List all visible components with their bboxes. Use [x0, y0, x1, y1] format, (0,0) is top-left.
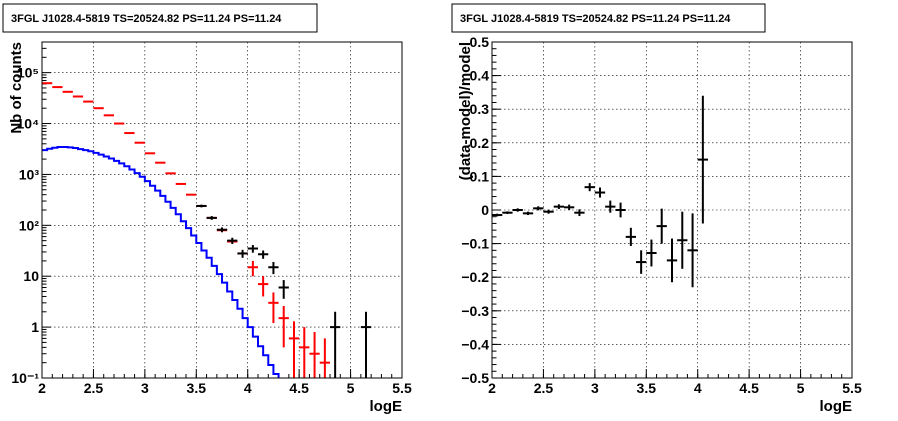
residual-data-point: [605, 200, 616, 213]
counts-data-point: [319, 338, 330, 378]
counts-x-tick-label: 4.5: [289, 380, 309, 396]
counts-y-tick-label: 1: [31, 319, 39, 335]
counts-plot-frame: [41, 41, 403, 379]
counts-data-point: [216, 227, 228, 233]
residual-x-tick-label: 3: [591, 380, 599, 396]
residual-data-point: [553, 204, 564, 209]
counts-grid: [42, 42, 402, 378]
residual-data-point: [543, 209, 554, 214]
counts-data-point: [227, 237, 238, 244]
counts-ticks: 2 2.5 3 3.5 4 4.5 5 5.5 10⁻¹ 1 10 10² 10³ 10⁴ 10⁵: [11, 47, 412, 396]
residual-panel: 3FGL J1028.4-5819 TS=20524.82 PS=11.24 P…: [451, 3, 862, 415]
counts-x-tick-label: 2.5: [84, 380, 104, 396]
residual-data-point: [687, 213, 698, 288]
counts-data-point: [299, 327, 310, 378]
counts-data-point: [278, 280, 289, 299]
residual-data-point: [502, 211, 513, 215]
residual-ticks: 2 2.5 3 3.5 4 4.5 5 5.5 −0.5 −0.4 −0.3 −0.2 −0.1 0 0.1…: [461, 34, 862, 396]
residual-data-point: [666, 238, 678, 283]
residual-y-tick-label: 0.1: [470, 168, 490, 184]
residual-y-tick-label: −0.5: [461, 370, 489, 386]
residual-x-tick-label: 5: [797, 380, 805, 396]
residual-x-tick-label: 3.5: [637, 380, 657, 396]
counts-data-point: [309, 332, 320, 378]
counts-x-tick-label: 5: [347, 380, 355, 396]
residual-y-tick-label: 0.4: [470, 68, 490, 84]
counts-x-tick-label: 2: [38, 380, 46, 396]
counts-model-step-line: [42, 146, 280, 378]
residual-plot-frame: [491, 41, 853, 379]
residual-data-point: [574, 209, 585, 217]
counts-y-tick-label: 10²: [19, 217, 40, 233]
counts-data-point: [258, 276, 269, 297]
residual-data-point: [677, 211, 688, 269]
counts-x-tick-label: 5.5: [392, 380, 412, 396]
counts-data-point: [206, 216, 217, 220]
counts-y-tick-label: 10: [23, 268, 39, 284]
residual-x-axis-label: logE: [820, 398, 853, 415]
counts-data-point: [288, 321, 300, 378]
residual-data-point: [533, 206, 544, 211]
counts-y-tick-label: 10⁴: [17, 116, 40, 132]
counts-y-tick-label: 10⁻¹: [11, 370, 39, 386]
residual-y-tick-label: −0.1: [461, 236, 489, 252]
residual-y-tick-label: 0.3: [470, 101, 490, 117]
residual-data-point: [492, 213, 503, 217]
residual-data-point: [594, 187, 606, 198]
counts-data-point: [247, 260, 258, 277]
counts-data-point: [360, 311, 372, 378]
residual-data-point: [584, 183, 595, 192]
counts-title: 3FGL J1028.4-5819 TS=20524.82 PS=11.24 P…: [11, 13, 282, 25]
residual-x-tick-label: 2: [488, 380, 496, 396]
residual-x-tick-label: 4.5: [739, 380, 759, 396]
counts-y-axis-label: Nb of counts: [8, 42, 25, 134]
residual-title: 3FGL J1028.4-5819 TS=20524.82 PS=11.24 P…: [460, 13, 731, 25]
counts-data-point: [247, 245, 258, 253]
counts-x-axis-label: logE: [370, 398, 403, 415]
residual-data-point: [656, 208, 667, 244]
residual-data-point: [615, 202, 626, 218]
counts-data-point: [268, 292, 279, 324]
residual-y-axis-label: (data-model)/model: [457, 42, 474, 180]
counts-series: [42, 82, 372, 378]
residual-data-point: [697, 95, 708, 224]
counts-y-tick-label: 10³: [19, 166, 40, 182]
residual-y-tick-label: −0.2: [461, 269, 489, 285]
counts-title-box: [2, 3, 318, 33]
residual-data-point: [522, 211, 534, 216]
residual-series: [492, 95, 708, 288]
counts-data-point: [196, 204, 207, 208]
counts-x-tick-label: 4: [244, 380, 252, 396]
residual-data-point: [625, 227, 636, 246]
counts-data-point: [258, 250, 269, 259]
counts-data-point: [330, 311, 341, 378]
residual-data-point: [636, 250, 647, 274]
counts-data-point: [237, 249, 248, 258]
residual-y-tick-label: 0.2: [470, 135, 490, 151]
residual-x-tick-label: 5.5: [842, 380, 862, 396]
residual-x-tick-label: 2.5: [534, 380, 554, 396]
residual-y-tick-label: 0.5: [470, 34, 490, 50]
residual-x-tick-label: 4: [694, 380, 702, 396]
counts-data-point: [268, 262, 279, 275]
residual-y-tick-label: −0.3: [461, 303, 489, 319]
counts-y-tick-label: 10⁵: [17, 65, 39, 81]
counts-panel: 3FGL J1028.4-5819 TS=20524.82 PS=11.24 P…: [2, 3, 412, 415]
counts-data-point: [278, 305, 289, 348]
residual-grid: [492, 42, 852, 378]
residual-data-point: [564, 204, 575, 210]
residual-data-point: [646, 239, 657, 267]
counts-x-tick-label: 3: [141, 380, 149, 396]
residual-y-tick-label: −0.4: [461, 336, 489, 352]
residual-y-tick-label: 0: [481, 202, 489, 218]
residual-data-point: [512, 208, 523, 212]
residual-title-box: [451, 3, 766, 33]
counts-x-tick-label: 3.5: [187, 380, 207, 396]
